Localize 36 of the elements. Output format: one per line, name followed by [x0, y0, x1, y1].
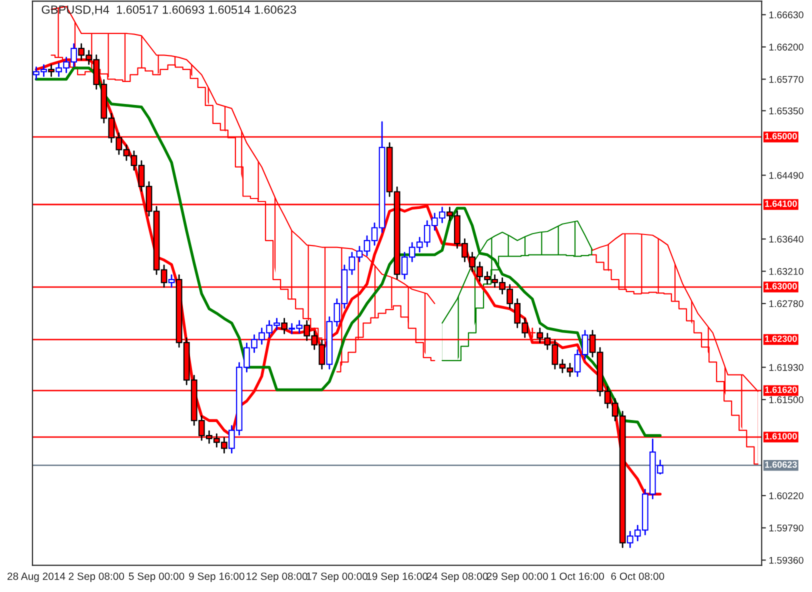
x-tick-label: 19 Sep 16:00: [366, 572, 428, 582]
ref-line-label: 1.65000: [765, 133, 797, 140]
y-tick-label: 1.66200: [769, 44, 804, 51]
ref-line-label: 1.62300: [765, 336, 797, 342]
candlestick: [168, 274, 175, 288]
ref-line-label: 1.61620: [765, 386, 797, 393]
y-tick-label: 1.65770: [769, 76, 804, 83]
x-tick-label: 28 Aug 2014: [8, 572, 66, 582]
x-tick-label: 9 Sep 16:00: [189, 572, 244, 582]
ref-line-label: 1.61000: [765, 433, 797, 440]
y-tick-label: 1.60220: [769, 492, 804, 500]
y-tick-label: 1.65350: [769, 107, 804, 114]
x-tick-label: 6 Oct 08:00: [611, 572, 664, 580]
y-tick-label: 1.59790: [769, 524, 804, 532]
x-tick-label: 24 Sep 08:00: [426, 572, 488, 582]
x-tick-label: 5 Sep 00:00: [128, 572, 184, 582]
x-tick-label: 1 Oct 16:00: [551, 572, 604, 580]
ref-line-label: 1.63000: [765, 283, 797, 290]
y-tick-label: 1.63210: [769, 268, 804, 275]
y-tick-label: 1.62780: [769, 300, 804, 308]
y-tick-label: 1.61500: [769, 396, 804, 404]
y-tick-label: 1.61930: [769, 364, 804, 371]
y-tick-label: 1.66630: [769, 11, 804, 18]
candlestick: [281, 318, 288, 334]
ref-line-label: 1.64100: [765, 200, 797, 207]
y-tick-label: 1.63640: [769, 236, 804, 243]
line-series: [442, 220, 594, 324]
x-tick-label: 12 Sep 08:00: [246, 572, 308, 582]
y-tick-label: 1.59360: [769, 556, 804, 564]
x-tick-label: 17 Sep 00:00: [306, 572, 368, 582]
candlestick: [48, 64, 54, 77]
x-tick-label: 29 Sep 00:00: [486, 572, 548, 582]
ref-line-label: 1.60623: [765, 461, 797, 468]
x-tick-label: 2 Sep 08:00: [68, 572, 124, 582]
y-tick-label: 1.64490: [769, 172, 804, 179]
line-series: [34, 66, 662, 437]
